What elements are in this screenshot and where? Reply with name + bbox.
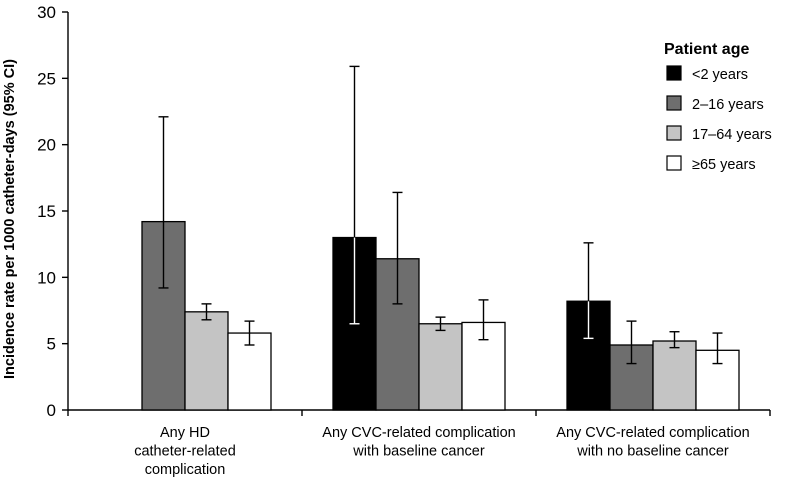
bar-3-4 [695,349,740,411]
category-label-1: Any HD catheter-related complication [134,425,236,478]
category-labels: Any HD catheter-related complication Any CV… [134,425,749,478]
category-label-line: Any CVC-related complication [556,425,749,441]
legend: Patient age <2 years 2–16 years 17–64 years… [664,41,772,173]
legend-label-2: 2–16 years [692,97,764,113]
bar-3-3 [652,340,697,411]
y-axis-title: Incidence rate per 1000 catheter-days (9… [2,59,18,379]
legend-swatch-4 [666,155,682,171]
y-tick-label: 20 [37,136,56,155]
category-label-2: Any CVC-related complication with baselin… [322,425,515,460]
category-label-line: catheter-related [134,444,236,460]
y-tick-label: 15 [37,202,56,221]
legend-swatch-3 [666,125,682,141]
y-tick-label: 10 [37,268,56,287]
category-label-line: Any CVC-related complication [322,425,515,441]
legend-label-3: 17–64 years [692,127,772,143]
category-label-line: with no baseline cancer [576,444,729,460]
legend-title: Patient age [664,41,749,58]
bar-2-3 [418,323,463,411]
category-label-line: Any HD [160,425,210,441]
y-tick-label: 0 [47,401,56,420]
category-label-line: with baseline cancer [352,444,485,460]
legend-swatch-2 [666,95,682,111]
legend-swatch-1 [666,65,682,81]
legend-label-1: <2 years [692,67,748,83]
bar-1-3 [184,311,229,411]
bar-1-4 [227,332,272,411]
y-tick-label: 25 [37,69,56,88]
error-bars [158,65,723,365]
y-tick-label: 30 [37,3,56,22]
y-tick-label: 5 [47,335,56,354]
legend-label-4: ≥65 years [692,157,756,173]
category-label-line: complication [145,462,226,478]
bars [141,220,740,411]
category-label-3: Any CVC-related complication with no base… [556,425,749,460]
